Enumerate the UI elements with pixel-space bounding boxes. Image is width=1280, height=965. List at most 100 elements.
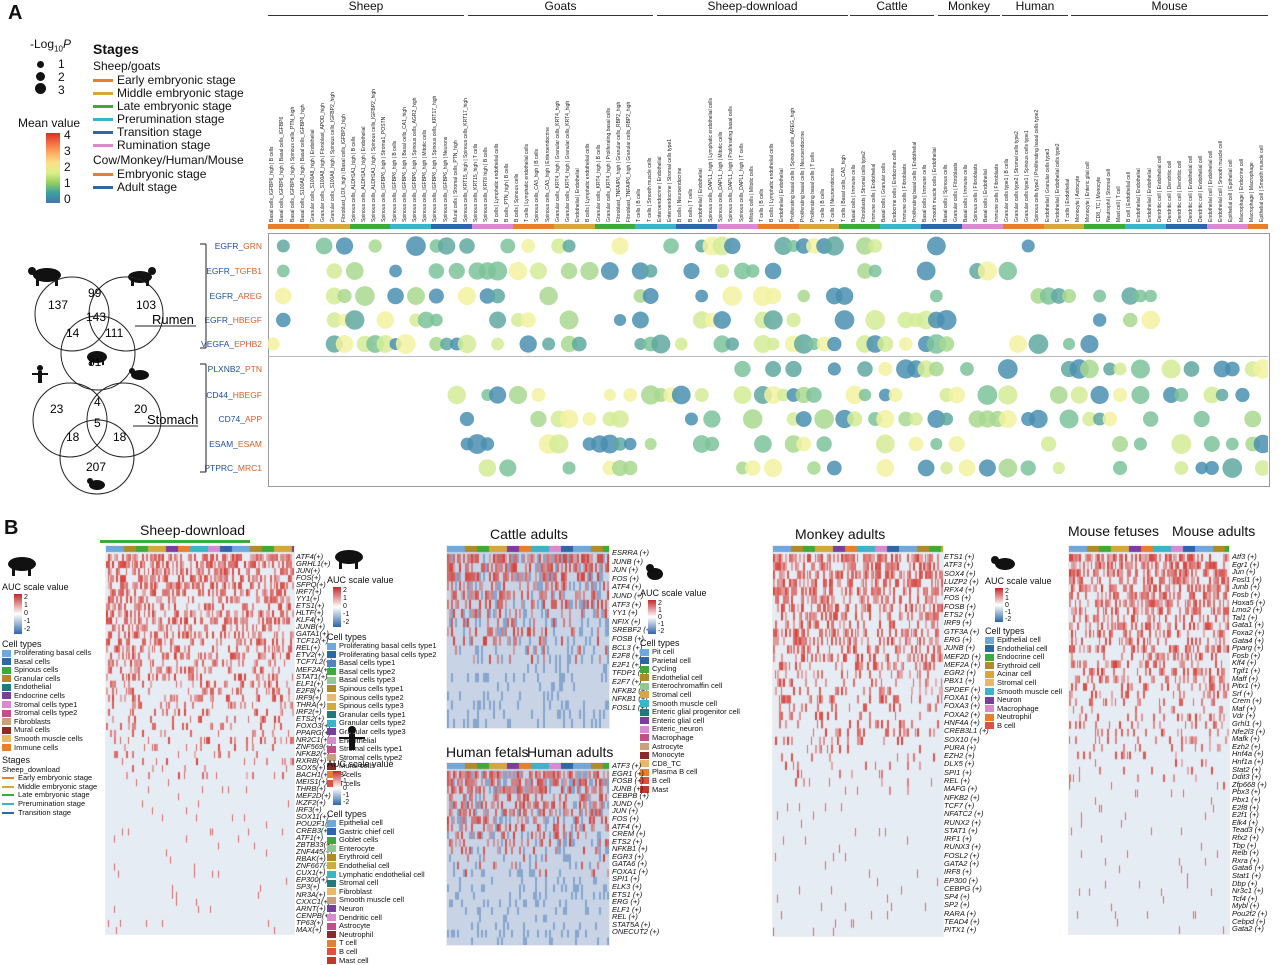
heatmap-title-human-fetals: Human fetals: [446, 745, 528, 759]
dot: [1235, 388, 1249, 402]
dot: [1244, 411, 1261, 428]
auc-tick: -2: [658, 628, 664, 635]
column-label: Spinous cells_IGFBP6_high | Stroma1_POST…: [381, 117, 387, 222]
dot: [572, 337, 587, 352]
dot: [396, 334, 416, 354]
column-label: Spinous cells_ALDH1A1_high | Spinous cel…: [371, 89, 377, 222]
dot: [327, 263, 343, 279]
dot: [369, 239, 382, 252]
column-label: Immune cells | Endothelial: [871, 164, 877, 222]
monkey-icon: [87, 478, 105, 490]
dot: [825, 236, 844, 255]
column-label: B cells | Lymphatic endothelial cells: [494, 144, 500, 222]
column-label: T cells | B cells: [820, 189, 826, 222]
column-label: Spinous cells_IGFBP6_high | Basal cells_…: [402, 107, 408, 222]
column-label: Epithelial cell | Smooth muscle cell: [1259, 145, 1265, 222]
heatmap-title-cattle: Cattle adults: [490, 527, 568, 541]
lr-pair-label: ESAM_ESAM: [209, 439, 262, 449]
human-icon: [32, 365, 48, 383]
dot: [490, 289, 505, 304]
dot: [940, 462, 952, 474]
pvalue-level: 3: [30, 83, 100, 96]
dot: [1113, 388, 1127, 402]
stages-title: Stages: [93, 42, 273, 56]
lr-pair-label: VEGFA_EPHB2: [201, 339, 262, 349]
dot: [998, 359, 1018, 379]
stage-legend-item: Transition stage: [93, 126, 273, 138]
heatmap-cattle: [446, 545, 610, 729]
stomach-label: Stomach: [147, 412, 198, 427]
dot: [500, 239, 515, 254]
dot: [491, 338, 504, 351]
dot: [583, 412, 597, 426]
dot: [733, 386, 751, 404]
dot: [1021, 460, 1036, 475]
dot: [814, 409, 834, 429]
stage-legend-item: Adult stage: [93, 181, 273, 193]
dot: [764, 459, 782, 477]
column-label: T cells | Neuroendocrine: [830, 168, 836, 222]
dot: [1205, 461, 1219, 475]
heatmap-title-mouse-adults: Mouse adults: [1172, 524, 1255, 538]
dot: [389, 265, 402, 278]
dot: [828, 362, 841, 375]
column-label: Granular cells_S100A8_high | Endothelial: [310, 130, 316, 222]
column-label: T cells | Lymphatic endothelial cells: [524, 144, 530, 222]
dot: [1174, 461, 1188, 475]
dot: [786, 313, 800, 327]
auc-tick: 1: [343, 778, 349, 785]
dot: [726, 337, 739, 350]
column-label: Spinous cells_CA3_high | B cells: [534, 149, 540, 222]
auc-tick: 2: [343, 587, 349, 595]
auc-tick: -1: [343, 611, 349, 619]
column-label: Immune cells | Fibroblasts: [902, 164, 908, 222]
column-label: Granular cells type2 | Stromal cells typ…: [1014, 131, 1020, 222]
column-label: Spinous cells_DAPL1_high | T cells: [739, 143, 745, 222]
heatmap-title-mouse-fetuses: Mouse fetuses: [1068, 524, 1159, 538]
dot: [458, 287, 476, 305]
stages-legend: Stages Sheep/goats Early embryonic stage…: [93, 42, 273, 194]
column-label: Spinous cells_KRT8 high | B cells: [483, 147, 489, 222]
dot: [377, 311, 395, 329]
column-label: Spinous cells_CA3_high | Enteroendocrine: [545, 127, 551, 222]
dot: [1022, 239, 1035, 252]
heatmap-canvas: [447, 546, 609, 728]
mouse-auc-colorbar: [995, 588, 1003, 622]
column-label: Endothelial cell | Smooth muscle cell: [1218, 141, 1224, 222]
dot: [1114, 363, 1127, 376]
dot: [460, 412, 474, 426]
mean-tick: 4: [64, 129, 71, 141]
lr-pair-label: PTPRC_MRC1: [204, 463, 262, 473]
dot: [268, 337, 280, 350]
dot: [1134, 437, 1147, 450]
auc-tick: 0: [1005, 602, 1011, 609]
species-header-goats: Goats: [468, 0, 653, 12]
lr-pair-label: CD74_APP: [219, 414, 262, 424]
dot: [623, 388, 637, 402]
column-label: Basal cells | Immune cells: [963, 165, 969, 222]
panel-a-letter: A: [8, 2, 22, 25]
dot: [530, 411, 546, 427]
dot: [1225, 362, 1240, 377]
dot: [1093, 290, 1106, 303]
dot: [1050, 386, 1068, 404]
dot: [663, 238, 679, 254]
venn-stomach-c: 207: [86, 460, 106, 474]
dot: [1029, 334, 1049, 354]
dot: [562, 239, 575, 252]
column-label: Monocyte | Enteric glial cell: [1085, 162, 1091, 223]
dot: [459, 238, 475, 254]
column-label: Basal cells | Spinous cells: [943, 165, 949, 222]
dot: [683, 263, 699, 279]
column-label: T cells | Basal cells_CA3_high: [841, 155, 847, 222]
dot: [429, 288, 444, 303]
column-label: Smooth muscle cells | Endothelial: [932, 147, 938, 222]
sheep-auc-title: AUC scale value: [2, 583, 102, 592]
dot: [645, 438, 657, 450]
cattle-auc-colorbar: [333, 587, 341, 627]
pvalue-title-sub: 10: [54, 44, 63, 53]
auc-tick: 0: [343, 603, 349, 611]
dot: [1123, 313, 1138, 328]
column-label: Enteroendocrine | Stromal cells type1: [667, 139, 673, 222]
species-header-sheep-download: Sheep-download: [657, 0, 848, 12]
